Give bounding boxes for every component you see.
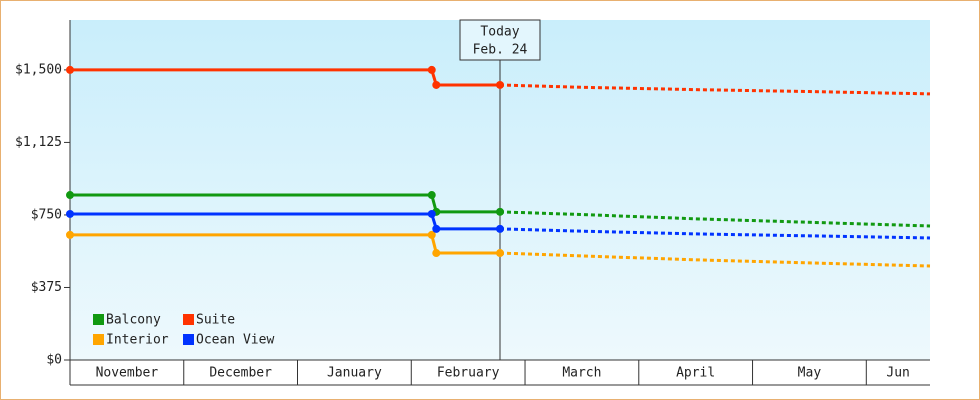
point <box>427 209 436 218</box>
point <box>432 80 441 89</box>
point <box>427 191 436 200</box>
point <box>66 191 74 200</box>
x-tick-label: March <box>562 366 601 381</box>
price-line <box>70 68 500 87</box>
legend-label: Balcony <box>106 313 161 328</box>
point <box>432 224 441 233</box>
today-label: Today <box>480 25 519 40</box>
point <box>427 65 436 74</box>
y-tick-label: $375 <box>31 280 62 295</box>
today-date: Feb. 24 <box>473 43 528 58</box>
point <box>496 80 504 89</box>
legend-swatch <box>93 334 104 345</box>
point <box>427 230 436 239</box>
x-tick-label: Jun <box>886 366 909 381</box>
point <box>432 249 441 258</box>
price-line <box>70 212 500 231</box>
legend-label: Interior <box>106 333 169 348</box>
x-tick-label: December <box>209 366 272 381</box>
price-line <box>70 233 500 255</box>
y-tick-label: $750 <box>31 207 62 222</box>
legend-swatch <box>183 334 194 345</box>
y-tick-label: $0 <box>46 353 62 368</box>
x-tick-label: May <box>798 366 822 381</box>
legend-label: Ocean View <box>196 333 274 348</box>
point <box>66 230 74 239</box>
point <box>66 65 74 74</box>
legend-swatch <box>183 314 194 325</box>
legend-label: Suite <box>196 313 235 328</box>
x-tick-label: February <box>437 366 500 381</box>
point <box>496 224 504 233</box>
today-box <box>459 19 541 61</box>
point <box>496 249 504 258</box>
y-tick-label: $1,125 <box>15 135 62 150</box>
point <box>496 207 504 216</box>
x-tick-label: April <box>676 366 715 381</box>
price-line <box>70 193 500 214</box>
y-tick-label: $1,500 <box>15 62 62 77</box>
x-tick-label: November <box>96 366 159 381</box>
x-tick-label: January <box>327 366 382 381</box>
point <box>66 209 74 218</box>
legend-swatch <box>93 314 104 325</box>
